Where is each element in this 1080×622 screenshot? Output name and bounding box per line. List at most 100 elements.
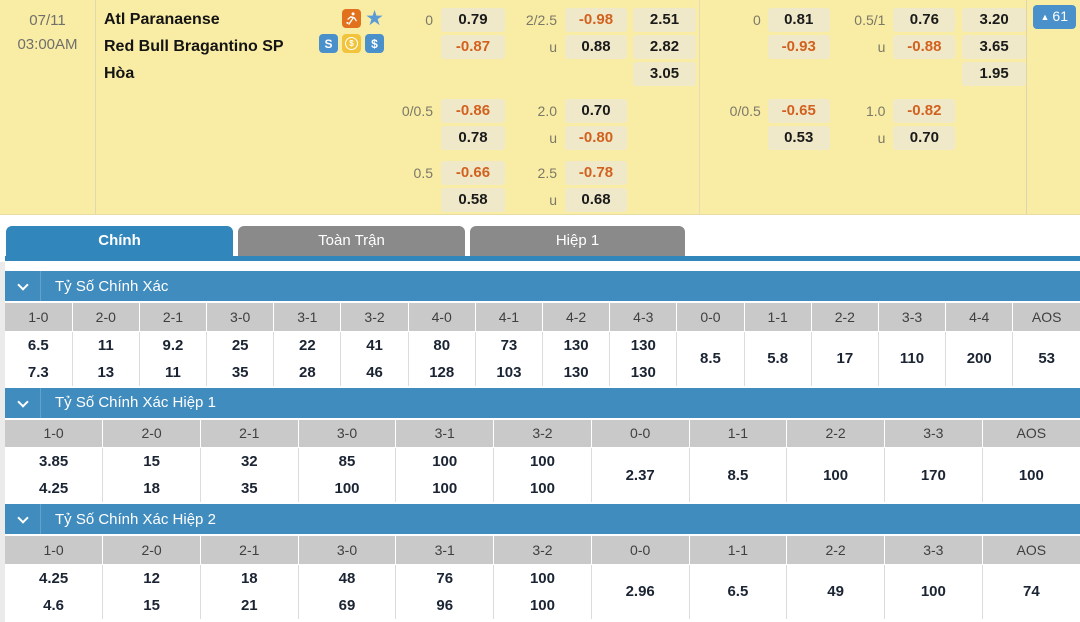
overunder-label: 2.0 (537, 103, 557, 119)
score-odds-cell[interactable]: 41 46 (340, 331, 409, 386)
score-column-header: 2-2 (786, 419, 885, 448)
score-odds-cell[interactable]: 130 130 (609, 331, 678, 386)
handicap-odds[interactable]: -0.93 (767, 35, 830, 59)
overunder-odds[interactable]: 0.68 (565, 188, 627, 212)
score-odds-cell[interactable]: 22 28 (273, 331, 342, 386)
overunder-label: 2/2.5 (525, 12, 557, 28)
section-header[interactable]: Tỷ Số Chính Xác Hiệp 1 (5, 387, 1080, 418)
score-column-header: 3-0 (206, 303, 275, 332)
handicap-odds[interactable]: -0.86 (441, 99, 505, 123)
oneXtwo-odds[interactable]: 2.82 (633, 35, 696, 59)
score-section: Tỷ Số Chính Xác Hiệp 2 1-0 2-0 2-1 3-0 3-1 3-… (5, 504, 1080, 619)
score-odds-cell[interactable]: 80 128 (408, 331, 476, 386)
score-odds-cell-single[interactable]: 200 (945, 331, 1014, 386)
overunder-odds[interactable]: 0.70 (565, 99, 627, 123)
score-sections: Tỷ Số Chính Xác 1-0 2-0 2-1 3-0 3-1 3-2 4-0 4-1… (5, 271, 1080, 619)
overunder-odds[interactable]: -0.82 (893, 99, 956, 123)
score-odds-cell[interactable]: 3.85 4.25 (5, 447, 104, 502)
oneXtwo-odds[interactable]: 2.51 (633, 8, 696, 32)
handicap-odds[interactable]: -0.87 (441, 35, 505, 59)
score-odds-cell[interactable]: 130 130 (542, 331, 611, 386)
handicap-odds[interactable]: 0.53 (767, 126, 830, 150)
overunder-odds[interactable]: 0.88 (565, 35, 627, 59)
score-odds-cell[interactable]: 9.2 11 (139, 331, 208, 386)
section-header[interactable]: Tỷ Số Chính Xác (5, 271, 1080, 301)
overunder-odds (893, 62, 955, 86)
score-odds-cell-single[interactable]: 53 (1012, 331, 1080, 386)
score-odds-cell[interactable]: 76 96 (395, 564, 495, 619)
handicap-odds[interactable]: -0.65 (767, 99, 830, 123)
chevron-down-icon[interactable] (5, 271, 41, 301)
oneXtwo-odds[interactable]: 3.05 (633, 62, 696, 86)
overunder-odds[interactable]: 0.76 (893, 8, 956, 32)
score-column-header: 1-0 (5, 536, 104, 565)
oneXtwo-odds (962, 126, 1026, 150)
section-header[interactable]: Tỷ Số Chính Xác Hiệp 2 (5, 504, 1080, 534)
score-odds-cell[interactable]: 18 21 (200, 564, 299, 619)
tab-hiep-1[interactable]: Hiệp 1 (470, 226, 685, 256)
score-odds-cell-single[interactable]: 74 (982, 564, 1080, 619)
oneXtwo-odds[interactable]: 3.65 (962, 35, 1027, 59)
score-odds-cell-single[interactable]: 2.37 (591, 447, 690, 502)
overunder-label: u (549, 192, 557, 208)
handicap-odds[interactable]: 0.79 (441, 8, 505, 32)
chevron-down-icon[interactable] (5, 387, 41, 418)
oneXtwo-odds[interactable]: 3.20 (962, 8, 1027, 32)
handicap-odds[interactable]: 0.81 (767, 8, 830, 32)
score-odds-cell-single[interactable]: 100 (884, 564, 983, 619)
score-odds-cell[interactable]: 48 69 (298, 564, 397, 619)
favorite-star-icon[interactable]: ★ (365, 7, 384, 30)
update-count-badge[interactable]: ▲ 61 (1032, 5, 1076, 29)
score-odds-cell-single[interactable]: 100 (786, 447, 885, 502)
score-odds-cell[interactable]: 85 100 (298, 447, 397, 502)
score-odds-cell-single[interactable]: 100 (982, 447, 1080, 502)
tab-toan-tran[interactable]: Toàn Trận (238, 226, 465, 256)
overunder-odds[interactable]: -0.88 (893, 35, 956, 59)
score-odds-cell[interactable]: 4.25 4.6 (5, 564, 104, 619)
overunder-odds[interactable]: -0.98 (565, 8, 627, 32)
handicap-odds[interactable]: 0.58 (441, 188, 505, 212)
handicap-odds[interactable]: 0.78 (441, 126, 505, 150)
score-odds-cell[interactable]: 32 35 (200, 447, 299, 502)
oneXtwo-odds[interactable]: 1.95 (962, 62, 1027, 86)
match-icons: ★ S $ $ (300, 7, 384, 59)
home-team-name[interactable]: Atl Paranaense (104, 11, 220, 28)
score-odds-cell-single[interactable]: 2.96 (591, 564, 690, 619)
score-column-header: 3-3 (884, 536, 983, 565)
handicap-odds[interactable]: -0.66 (441, 161, 505, 185)
score-odds-cell[interactable]: 15 18 (102, 447, 201, 502)
overunder-odds[interactable]: 0.70 (893, 126, 956, 150)
odds-line: 0/0.5 -0.86 2.0 0.70 (390, 99, 699, 123)
stats-icon[interactable]: S (319, 34, 338, 53)
score-odds-cell-single[interactable]: 8.5 (676, 331, 745, 386)
score-odds-cell[interactable]: 11 13 (72, 331, 140, 386)
score-odds-cell-single[interactable]: 6.5 (689, 564, 788, 619)
score-odds-cell[interactable]: 100 100 (493, 447, 592, 502)
score-odds-cell-single[interactable]: 49 (786, 564, 885, 619)
score-odds-cell[interactable]: 100 100 (493, 564, 592, 619)
coin-icon[interactable]: $ (342, 34, 361, 53)
overunder-label: 1.0 (865, 103, 886, 119)
score-odds-cell[interactable]: 25 35 (206, 331, 275, 386)
live-striker-icon[interactable] (342, 9, 362, 28)
score-odds-cell-single[interactable]: 170 (884, 447, 983, 502)
score-odds-cell-single[interactable]: 5.8 (744, 331, 812, 386)
score-column-header: 3-1 (395, 536, 495, 565)
overunder-odds[interactable]: -0.80 (565, 126, 627, 150)
score-odds-cell[interactable]: 6.5 7.3 (5, 331, 73, 386)
score-odds-cell[interactable]: 100 100 (395, 447, 495, 502)
overunder-odds[interactable]: -0.78 (565, 161, 627, 185)
market-tabs: Chính Toàn Trận Hiệp 1 (6, 226, 1080, 256)
score-column-header: 1-0 (5, 303, 73, 332)
score-odds-cell[interactable]: 73 103 (475, 331, 544, 386)
score-column-header: 3-1 (395, 419, 495, 448)
score-odds-cell[interactable]: 12 15 (102, 564, 201, 619)
chevron-down-icon[interactable] (5, 504, 41, 534)
score-odds-cell-single[interactable]: 110 (878, 331, 947, 386)
dollar-icon[interactable]: $ (365, 34, 384, 53)
away-team-name[interactable]: Red Bull Bragantino SP (104, 38, 284, 55)
score-odds-cell-single[interactable]: 8.5 (689, 447, 788, 502)
score-column-header: 1-1 (744, 303, 812, 332)
tab-chinh[interactable]: Chính (6, 226, 233, 256)
score-odds-cell-single[interactable]: 17 (811, 331, 879, 386)
